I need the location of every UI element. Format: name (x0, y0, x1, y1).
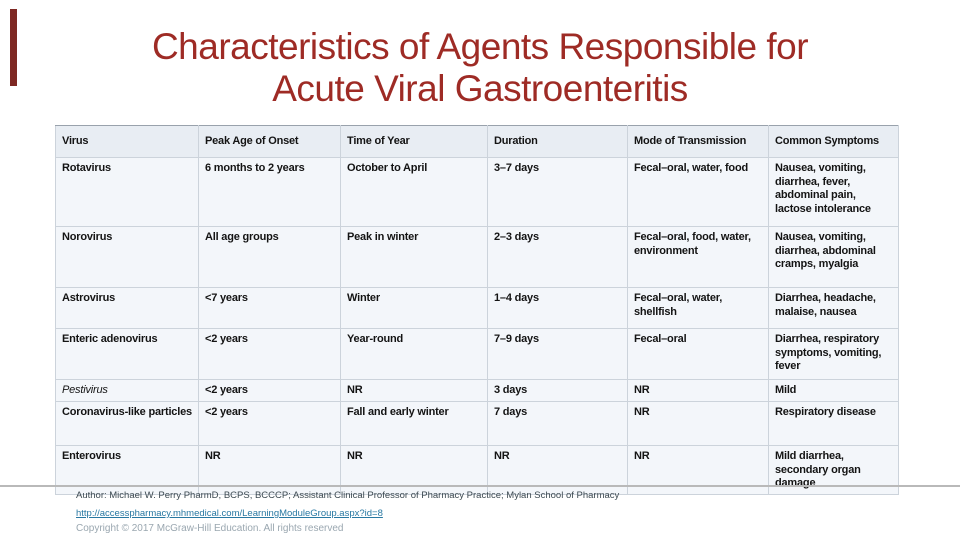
table-header-row: Virus Peak Age of Onset Time of Year Dur… (55, 125, 899, 158)
cell-transmission: Fecal–oral, food, water, environment (627, 226, 769, 288)
cell-duration: 3–7 days (487, 157, 628, 227)
column-header-peak-age: Peak Age of Onset (198, 125, 341, 158)
cell-peak-age: <2 years (198, 401, 341, 446)
table-row-coronavirus-like-particles: Coronavirus-like particles <2 years Fall… (55, 401, 899, 446)
copyright-line: Copyright © 2017 McGraw-Hill Education. … (76, 523, 344, 534)
table-row-pestivirus: Pestivirus <2 years NR 3 days NR Mild (55, 379, 899, 402)
slide-title-line2: Acute Viral Gastroenteritis (272, 68, 688, 109)
cell-virus: Pestivirus (55, 379, 199, 402)
column-header-transmission: Mode of Transmission (627, 125, 769, 158)
cell-peak-age: <2 years (198, 379, 341, 402)
cell-time-of-year: October to April (340, 157, 488, 227)
column-header-duration: Duration (487, 125, 628, 158)
cell-peak-age: <7 years (198, 287, 341, 329)
cell-transmission: Fecal–oral, water, food (627, 157, 769, 227)
table-row-norovirus: Norovirus All age groups Peak in winter … (55, 226, 899, 288)
column-header-virus: Virus (55, 125, 199, 158)
column-header-symptoms: Common Symptoms (768, 125, 899, 158)
table-row-enteric-adenovirus: Enteric adenovirus <2 years Year-round 7… (55, 328, 899, 380)
cell-duration: 2–3 days (487, 226, 628, 288)
cell-symptoms: Diarrhea, respiratory symptoms, vomiting… (768, 328, 899, 380)
cell-time-of-year: Winter (340, 287, 488, 329)
cell-duration: 1–4 days (487, 287, 628, 329)
cell-virus: Astrovirus (55, 287, 199, 329)
cell-peak-age: 6 months to 2 years (198, 157, 341, 227)
cell-transmission: NR (627, 401, 769, 446)
cell-time-of-year: NR (340, 379, 488, 402)
virus-characteristics-table: Virus Peak Age of Onset Time of Year Dur… (55, 125, 899, 495)
source-link[interactable]: http://accesspharmacy.mhmedical.com/Lear… (76, 508, 383, 519)
cell-transmission: Fecal–oral (627, 328, 769, 380)
cell-transmission: NR (627, 379, 769, 402)
cell-symptoms: Diarrhea, headache, malaise, nausea (768, 287, 899, 329)
footer: Author: Michael W. Perry PharmD, BCPS, B… (76, 489, 916, 536)
table-row-astrovirus: Astrovirus <7 years Winter 1–4 days Feca… (55, 287, 899, 329)
cell-peak-age: <2 years (198, 328, 341, 380)
cell-symptoms: Nausea, vomiting, diarrhea, abdominal cr… (768, 226, 899, 288)
table-row-rotavirus: Rotavirus 6 months to 2 years October to… (55, 157, 899, 227)
cell-symptoms: Mild (768, 379, 899, 402)
author-line: Author: Michael W. Perry PharmD, BCPS, B… (76, 490, 620, 501)
cell-virus: Norovirus (55, 226, 199, 288)
cell-virus: Rotavirus (55, 157, 199, 227)
cell-transmission: Fecal–oral, water, shellfish (627, 287, 769, 329)
cell-time-of-year: Peak in winter (340, 226, 488, 288)
cell-time-of-year: Year-round (340, 328, 488, 380)
column-header-time-of-year: Time of Year (340, 125, 488, 158)
cell-virus: Coronavirus-like particles (55, 401, 199, 446)
accent-bar (10, 9, 17, 86)
cell-symptoms: Nausea, vomiting, diarrhea, fever, abdom… (768, 157, 899, 227)
footer-divider (0, 485, 960, 487)
cell-time-of-year: Fall and early winter (340, 401, 488, 446)
slide-title-line1: Characteristics of Agents Responsible fo… (151, 26, 809, 67)
cell-peak-age: All age groups (198, 226, 341, 288)
cell-duration: 7 days (487, 401, 628, 446)
cell-symptoms: Respiratory disease (768, 401, 899, 446)
cell-duration: 7–9 days (487, 328, 628, 380)
cell-duration: 3 days (487, 379, 628, 402)
cell-virus: Enteric adenovirus (55, 328, 199, 380)
slide-title: Characteristics of Agents Responsible fo… (0, 26, 960, 110)
